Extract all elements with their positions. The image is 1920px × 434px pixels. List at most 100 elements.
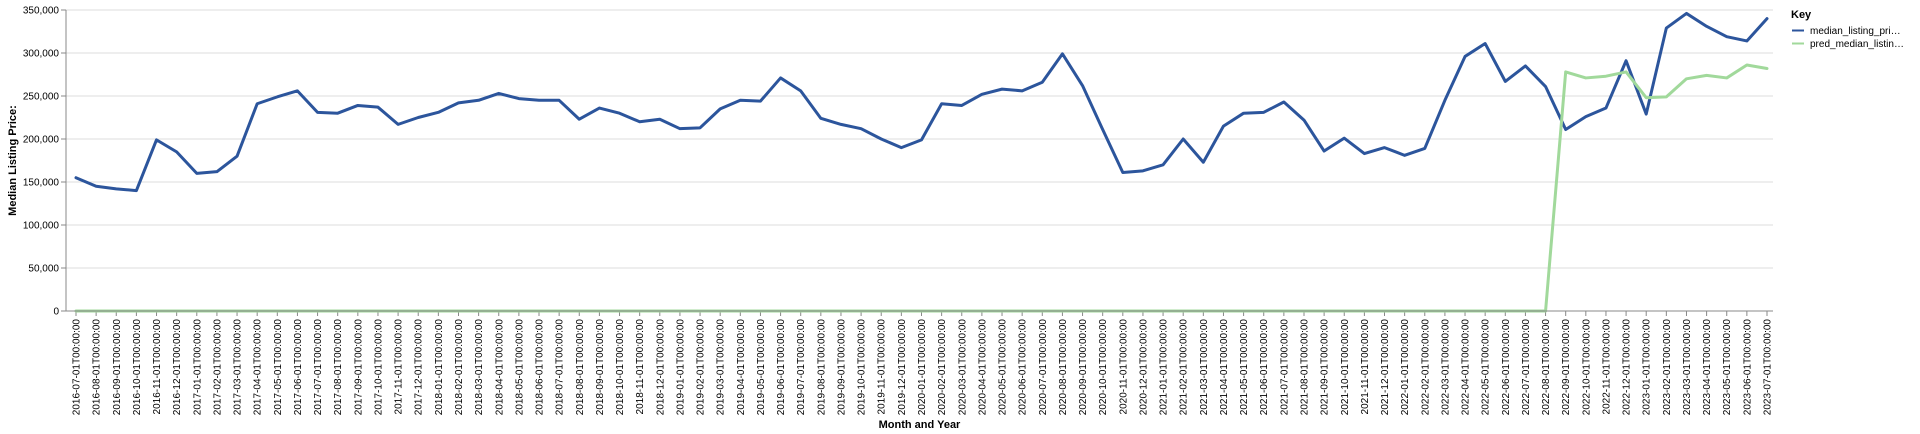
x-tick-label: 2016-08-01T00:00:00 [92, 319, 103, 416]
x-tick-label: 2021-06-01T00:00:00 [1259, 319, 1270, 416]
x-tick-label: 2021-10-01T00:00:00 [1340, 319, 1351, 416]
x-tick-label: 2022-04-01T00:00:00 [1461, 319, 1472, 416]
y-tick-label: 100,000 [23, 221, 60, 232]
y-tick-label: 200,000 [23, 135, 60, 146]
y-tick-label: 300,000 [23, 49, 60, 60]
x-tick-label: 2020-03-01T00:00:00 [957, 319, 968, 416]
x-tick-label: 2017-01-01T00:00:00 [192, 319, 203, 416]
x-axis-title: Month and Year [879, 419, 961, 431]
x-tick-label: 2021-08-01T00:00:00 [1299, 319, 1310, 416]
x-tick-label: 2018-04-01T00:00:00 [494, 319, 505, 416]
x-tick-label: 2019-08-01T00:00:00 [816, 319, 827, 416]
x-tick-label: 2018-06-01T00:00:00 [535, 319, 546, 416]
x-tick-label: 2022-06-01T00:00:00 [1501, 319, 1512, 416]
y-tick-label: 150,000 [23, 178, 60, 189]
x-tick-label: 2018-09-01T00:00:00 [595, 319, 606, 416]
x-tick-label: 2016-09-01T00:00:00 [112, 319, 123, 416]
x-tick-label: 2020-10-01T00:00:00 [1098, 319, 1109, 416]
x-tick-label: 2020-09-01T00:00:00 [1078, 319, 1089, 416]
x-tick-label: 2023-01-01T00:00:00 [1642, 319, 1653, 416]
y-gridlines [61, 9, 1773, 312]
x-tick-label: 2020-06-01T00:00:00 [1018, 319, 1029, 416]
x-tick-label: 2019-05-01T00:00:00 [756, 319, 767, 416]
x-tick-label: 2017-11-01T00:00:00 [394, 319, 405, 415]
x-tick-label: 2020-08-01T00:00:00 [1058, 319, 1069, 416]
x-tick-label: 2017-03-01T00:00:00 [233, 319, 244, 416]
x-tick-label: 2021-01-01T00:00:00 [1159, 319, 1170, 416]
x-tick-label: 2022-12-01T00:00:00 [1622, 319, 1633, 416]
x-tick-label: 2021-05-01T00:00:00 [1239, 319, 1250, 416]
y-axis-title: Median Listing Price: [7, 105, 19, 216]
x-tick-label: 2019-07-01T00:00:00 [796, 319, 807, 416]
x-tick-label: 2017-06-01T00:00:00 [293, 319, 304, 416]
x-tick-label: 2016-10-01T00:00:00 [132, 319, 143, 416]
x-tick-label: 2019-04-01T00:00:00 [736, 319, 747, 416]
x-tick-label: 2017-08-01T00:00:00 [333, 319, 344, 416]
x-tick-label: 2019-02-01T00:00:00 [696, 319, 707, 416]
x-tick-label: 2021-03-01T00:00:00 [1199, 319, 1210, 416]
x-tick-label: 2019-01-01T00:00:00 [675, 319, 686, 416]
x-tick-label: 2018-11-01T00:00:00 [635, 319, 646, 415]
y-tick-label: 350,000 [23, 6, 60, 17]
x-tick-label: 2021-07-01T00:00:00 [1279, 319, 1290, 416]
x-tick-label: 2021-02-01T00:00:00 [1179, 319, 1190, 416]
x-tick-label: 2021-09-01T00:00:00 [1320, 319, 1331, 416]
x-tick-label: 2018-08-01T00:00:00 [575, 319, 586, 416]
x-tick-label: 2020-05-01T00:00:00 [998, 319, 1009, 416]
x-tick-label: 2017-07-01T00:00:00 [313, 319, 324, 416]
y-tick-label: 250,000 [23, 92, 60, 103]
legend-label: median_listing_pri… [1810, 26, 1901, 37]
x-tick-label: 2017-02-01T00:00:00 [212, 319, 223, 416]
x-tick-label: 2019-03-01T00:00:00 [716, 319, 727, 416]
legend-title: Key [1791, 9, 1812, 21]
x-tick-label: 2017-12-01T00:00:00 [414, 319, 425, 416]
x-tick-label: 2018-03-01T00:00:00 [474, 319, 485, 416]
x-tick-label: 2016-12-01T00:00:00 [172, 319, 183, 416]
x-tick-label: 2020-07-01T00:00:00 [1038, 319, 1049, 416]
x-tick-label: 2021-11-01T00:00:00 [1360, 319, 1371, 415]
x-tick-label: 2022-10-01T00:00:00 [1581, 319, 1592, 416]
legend: Key median_listing_pri… pred_median_listi… [1791, 9, 1904, 50]
x-tick-label: 2022-05-01T00:00:00 [1481, 319, 1492, 416]
x-tick-label: 2022-08-01T00:00:00 [1541, 319, 1552, 416]
x-tick-label: 2019-09-01T00:00:00 [836, 319, 847, 416]
x-tick-label: 2022-01-01T00:00:00 [1400, 319, 1411, 416]
x-tick-label: 2021-04-01T00:00:00 [1219, 319, 1230, 416]
x-tick-label: 2017-05-01T00:00:00 [273, 319, 284, 416]
x-tick-label: 2023-05-01T00:00:00 [1722, 319, 1733, 416]
x-tick-label: 2023-04-01T00:00:00 [1702, 319, 1713, 416]
x-tick-label: 2020-02-01T00:00:00 [937, 319, 948, 416]
y-tick-label: 50,000 [28, 264, 59, 275]
x-tick-label: 2019-12-01T00:00:00 [897, 319, 908, 416]
x-tick-label: 2017-04-01T00:00:00 [253, 319, 264, 416]
x-tick-label: 2020-11-01T00:00:00 [1118, 319, 1129, 415]
series-line-1 [74, 11, 1769, 193]
x-axis-tick-labels: 2016-07-01T00:00:00 2016-08-01T00:00:00 20… [72, 311, 1774, 415]
x-tick-label: 2019-06-01T00:00:00 [776, 319, 787, 416]
x-tick-label: 2020-04-01T00:00:00 [977, 319, 988, 416]
x-tick-label: 2023-06-01T00:00:00 [1742, 319, 1753, 416]
x-tick-label: 2018-01-01T00:00:00 [434, 319, 445, 416]
x-tick-label: 2019-11-01T00:00:00 [877, 319, 888, 415]
y-tick-label: 0 [53, 307, 59, 318]
x-tick-label: 2016-07-01T00:00:00 [72, 319, 83, 416]
x-tick-label: 2017-09-01T00:00:00 [353, 319, 364, 416]
x-tick-label: 2020-01-01T00:00:00 [917, 319, 928, 416]
x-tick-label: 2022-02-01T00:00:00 [1420, 319, 1431, 416]
x-tick-label: 2018-12-01T00:00:00 [655, 319, 666, 416]
x-tick-label: 2023-07-01T00:00:00 [1763, 319, 1774, 416]
x-tick-label: 2020-12-01T00:00:00 [1138, 319, 1149, 416]
x-tick-label: 2022-11-01T00:00:00 [1601, 319, 1612, 415]
series-line-2 [74, 63, 1769, 313]
x-tick-label: 2019-10-01T00:00:00 [857, 319, 868, 416]
x-tick-label: 2016-11-01T00:00:00 [152, 319, 163, 415]
x-tick-label: 2023-02-01T00:00:00 [1662, 319, 1673, 416]
x-tick-label: 2018-05-01T00:00:00 [514, 319, 525, 416]
x-tick-label: 2018-02-01T00:00:00 [454, 319, 465, 416]
x-tick-label: 2018-07-01T00:00:00 [555, 319, 566, 416]
x-tick-label: 2023-03-01T00:00:00 [1682, 319, 1693, 416]
x-tick-label: 2022-03-01T00:00:00 [1440, 319, 1451, 416]
series-lines [74, 11, 1769, 313]
x-tick-label: 2022-09-01T00:00:00 [1561, 319, 1572, 416]
